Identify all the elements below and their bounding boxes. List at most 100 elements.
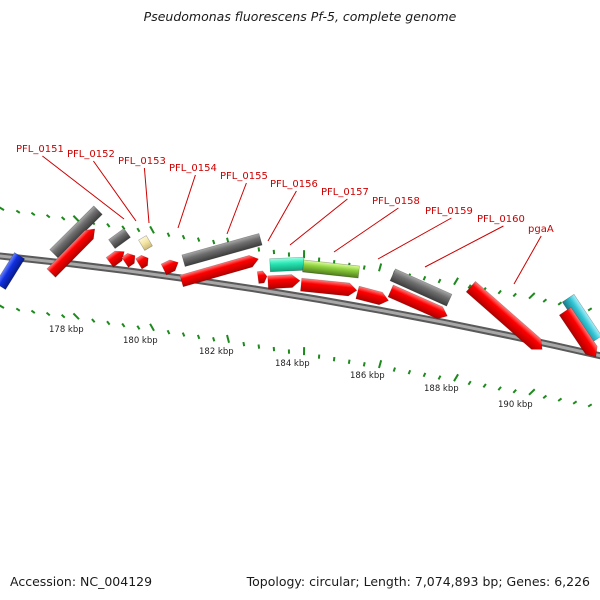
gene-label[interactable]: PFL_0158 xyxy=(372,196,420,207)
feature-box[interactable] xyxy=(389,268,453,307)
outer-tick xyxy=(257,247,261,252)
gene-label-layer: PFL_0151 PFL_0152PFL_0153PFL_0154PFL_0155… xyxy=(16,144,554,235)
cds-arrow-shape xyxy=(105,250,125,268)
outer-tick xyxy=(528,292,536,300)
outer-tick xyxy=(422,275,427,281)
outer-tick xyxy=(0,205,5,211)
gene-callout-line xyxy=(377,217,452,260)
scale-label: 188 kbp xyxy=(424,384,459,394)
outer-tick xyxy=(542,298,548,303)
gene-callout-line xyxy=(513,235,542,285)
cds-arrow[interactable] xyxy=(558,306,600,360)
gene-label[interactable]: PFL_0159 xyxy=(425,206,473,217)
inner-tick xyxy=(226,334,230,344)
outer-tick xyxy=(121,225,126,230)
gene-callout-line xyxy=(333,207,399,253)
cds-arrow[interactable] xyxy=(179,253,260,288)
cds-arrow-shape xyxy=(135,254,149,270)
outer-tick xyxy=(106,223,111,228)
cds-arrow-shape xyxy=(121,253,136,268)
feature-box[interactable] xyxy=(302,259,360,279)
gene-callouts xyxy=(42,155,542,285)
gene-callout-line xyxy=(267,190,297,242)
gene-callout-line xyxy=(226,182,247,235)
outer-tick xyxy=(497,289,502,295)
feature-track xyxy=(0,205,600,360)
accession-text: Accession: NC_004129 xyxy=(10,574,153,589)
inner-tick xyxy=(149,323,155,332)
inner-tick xyxy=(121,322,126,328)
feature-box[interactable] xyxy=(181,233,263,267)
outer-tick xyxy=(512,292,517,298)
inner-tick xyxy=(528,388,536,396)
cds-arrow[interactable] xyxy=(300,277,358,297)
gene-callout-line xyxy=(92,160,137,222)
gene-label[interactable]: PFL_0154 xyxy=(169,163,217,174)
outer-tick xyxy=(149,225,155,234)
cds-arrow[interactable] xyxy=(160,257,181,276)
feature-box[interactable] xyxy=(0,252,26,290)
cds-arrow[interactable] xyxy=(105,247,128,268)
scale-label: 182 kbp xyxy=(199,347,234,357)
outer-tick xyxy=(557,301,563,306)
cds-arrow[interactable] xyxy=(465,280,547,354)
cds-arrow-shape xyxy=(46,228,96,278)
outer-tick xyxy=(60,216,66,221)
gene-label[interactable]: PFL_0155 xyxy=(220,171,268,182)
cds-arrow[interactable] xyxy=(46,225,99,278)
gene-callout-line xyxy=(143,167,150,224)
feature-box[interactable] xyxy=(108,228,131,249)
outer-tick xyxy=(15,209,21,214)
gene-callout-line xyxy=(289,198,348,246)
cds-arrow-shape xyxy=(256,270,268,284)
cds-arrow[interactable] xyxy=(256,270,268,284)
feature-box-shape xyxy=(138,235,153,251)
feature-box-shape xyxy=(302,259,360,279)
feature-box-shape xyxy=(108,228,131,249)
inner-tick xyxy=(196,334,201,340)
outer-tick xyxy=(467,284,472,289)
inner-tick xyxy=(422,372,427,378)
inner-tick xyxy=(212,336,216,342)
gene-callout-line xyxy=(424,225,504,268)
outer-tick xyxy=(212,239,216,245)
gene-label[interactable]: pgaA xyxy=(528,224,554,235)
gene-label[interactable]: PFL_0153 xyxy=(118,156,166,167)
cds-arrow[interactable] xyxy=(355,285,390,307)
feature-box[interactable] xyxy=(138,235,153,251)
outer-tick xyxy=(437,278,442,284)
gene-label[interactable]: PFL_0160 xyxy=(477,214,525,225)
inner-tick xyxy=(0,303,5,309)
gene-label[interactable]: PFL_0156 xyxy=(270,179,318,190)
feature-box-shape xyxy=(0,252,26,290)
cds-arrow[interactable] xyxy=(387,284,450,322)
inner-tick xyxy=(362,362,366,367)
outer-tick xyxy=(587,307,593,312)
inner-tick xyxy=(453,373,459,382)
inner-tick xyxy=(512,389,517,394)
cds-arrow[interactable] xyxy=(135,253,152,270)
outer-tick xyxy=(72,215,80,223)
gene-label[interactable]: PFL_0157 xyxy=(321,187,369,198)
inner-tick xyxy=(72,312,80,320)
cds-arrow-shape xyxy=(179,255,259,288)
gene-label[interactable]: PFL_0151 xyxy=(16,144,64,155)
inner-tick xyxy=(166,329,171,335)
feature-box[interactable] xyxy=(269,256,305,273)
inner-tick xyxy=(106,320,111,326)
inner-tick xyxy=(60,314,66,319)
cds-arrow[interactable] xyxy=(121,251,139,268)
scale-label: 190 kbp xyxy=(498,400,533,410)
map-title: Pseudomonas fluorescens Pf-5, complete g… xyxy=(143,9,457,24)
outer-tick xyxy=(166,232,171,238)
cds-arrow-shape xyxy=(558,306,598,358)
cds-arrow[interactable] xyxy=(267,274,301,290)
gene-label[interactable]: PFL_0152 xyxy=(67,149,115,160)
inner-tick xyxy=(437,375,442,380)
inner-tick xyxy=(467,380,472,386)
topology-text: Topology: circular; Length: 7,074,893 bp… xyxy=(246,574,590,589)
feature-box-shape xyxy=(389,268,453,307)
tick-marks xyxy=(0,205,593,408)
inner-tick xyxy=(45,311,51,317)
